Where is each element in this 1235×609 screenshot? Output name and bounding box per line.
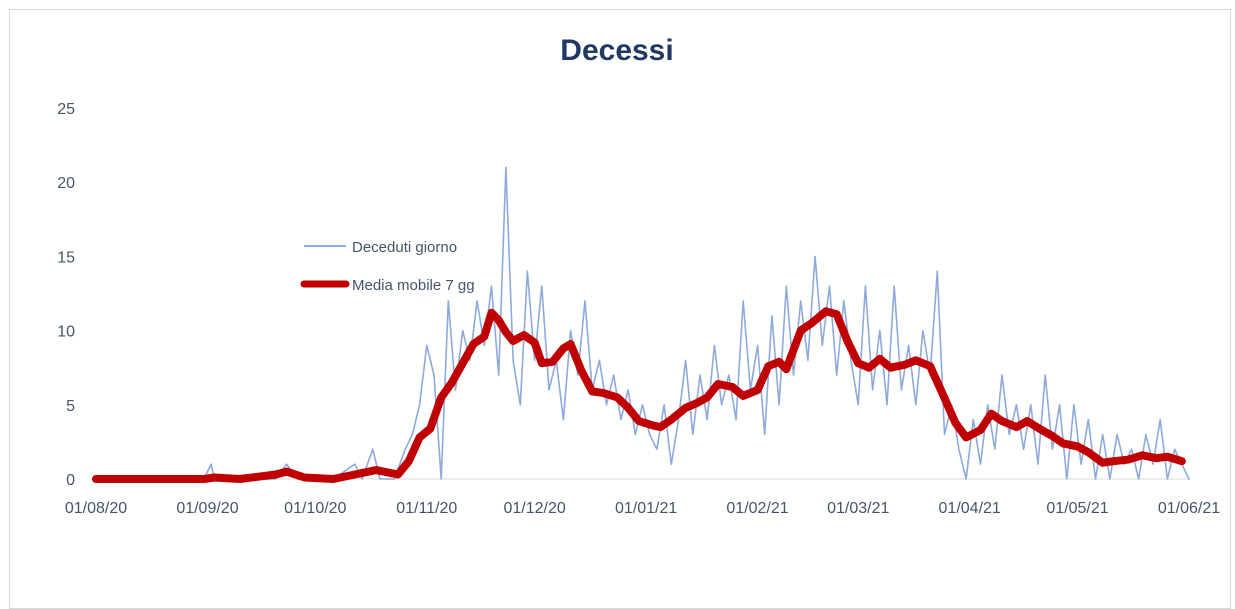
x-axis: 01/08/20 01/09/20 01/10/20 01/11/20 01/12/20… <box>65 500 1220 517</box>
plot-area <box>92 166 1190 483</box>
x-tick-label: 01/02/21 <box>726 500 788 517</box>
y-tick-label: 0 <box>66 472 75 489</box>
x-tick-label: 01/06/21 <box>1158 500 1220 517</box>
series-line-media <box>92 307 1186 483</box>
x-tick-label: 01/10/20 <box>284 500 346 517</box>
x-tick-label: 01/04/21 <box>939 500 1001 517</box>
y-tick-label: 10 <box>57 324 75 341</box>
y-axis: 0 5 10 15 20 25 <box>57 101 75 489</box>
x-tick-label: 01/08/20 <box>65 500 127 517</box>
x-tick-label: 01/03/21 <box>827 500 889 517</box>
legend-label-media: Media mobile 7 gg <box>352 277 475 294</box>
y-tick-label: 25 <box>57 101 75 118</box>
x-tick-label: 01/11/20 <box>396 500 457 517</box>
y-tick-label: 15 <box>57 249 75 266</box>
x-tick-label: 01/01/21 <box>615 500 677 517</box>
chart-frame <box>9 9 1231 609</box>
x-tick-label: 01/05/21 <box>1046 500 1108 517</box>
y-tick-label: 20 <box>57 175 75 192</box>
x-tick-label: 01/12/20 <box>503 500 565 517</box>
y-tick-label: 5 <box>66 398 75 415</box>
x-tick-label: 01/09/20 <box>176 500 238 517</box>
legend: Deceduti giorno Media mobile 7 gg <box>300 239 475 294</box>
series-line-deceduti <box>95 166 1190 480</box>
legend-label-deceduti: Deceduti giorno <box>352 239 457 256</box>
chart-title: Decessi <box>560 34 673 67</box>
